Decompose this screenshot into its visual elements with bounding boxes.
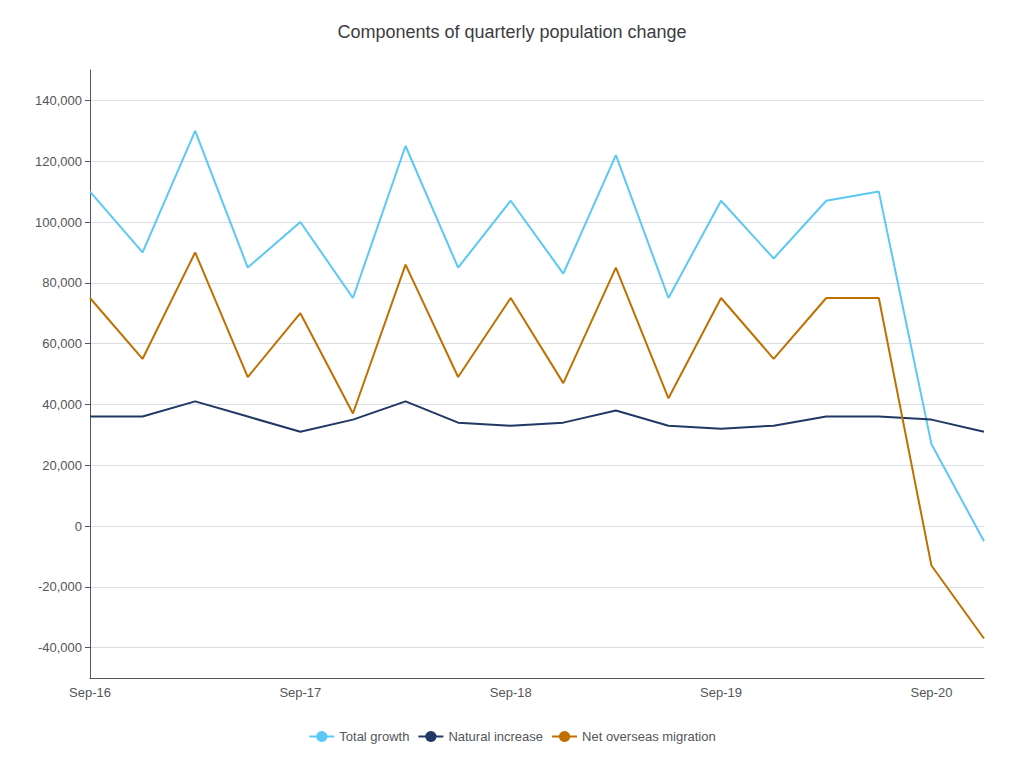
svg-text:60,000: 60,000	[42, 336, 82, 351]
svg-text:Sep-19: Sep-19	[700, 685, 742, 700]
svg-text:140,000: 140,000	[35, 93, 82, 108]
svg-text:20,000: 20,000	[42, 458, 82, 473]
svg-text:Sep-16: Sep-16	[69, 685, 111, 700]
svg-text:Total growth: Total growth	[339, 729, 409, 744]
svg-text:-20,000: -20,000	[38, 579, 82, 594]
svg-text:-40,000: -40,000	[38, 640, 82, 655]
svg-text:Sep-20: Sep-20	[910, 685, 952, 700]
svg-text:120,000: 120,000	[35, 154, 82, 169]
svg-text:Sep-17: Sep-17	[279, 685, 321, 700]
svg-text:80,000: 80,000	[42, 275, 82, 290]
svg-text:Natural increase: Natural increase	[448, 729, 543, 744]
svg-text:100,000: 100,000	[35, 215, 82, 230]
svg-text:Components of quarterly popula: Components of quarterly population chang…	[337, 22, 686, 42]
svg-text:Net overseas migration: Net overseas migration	[582, 729, 716, 744]
svg-text:0: 0	[75, 519, 82, 534]
svg-text:Sep-18: Sep-18	[490, 685, 532, 700]
svg-text:40,000: 40,000	[42, 397, 82, 412]
